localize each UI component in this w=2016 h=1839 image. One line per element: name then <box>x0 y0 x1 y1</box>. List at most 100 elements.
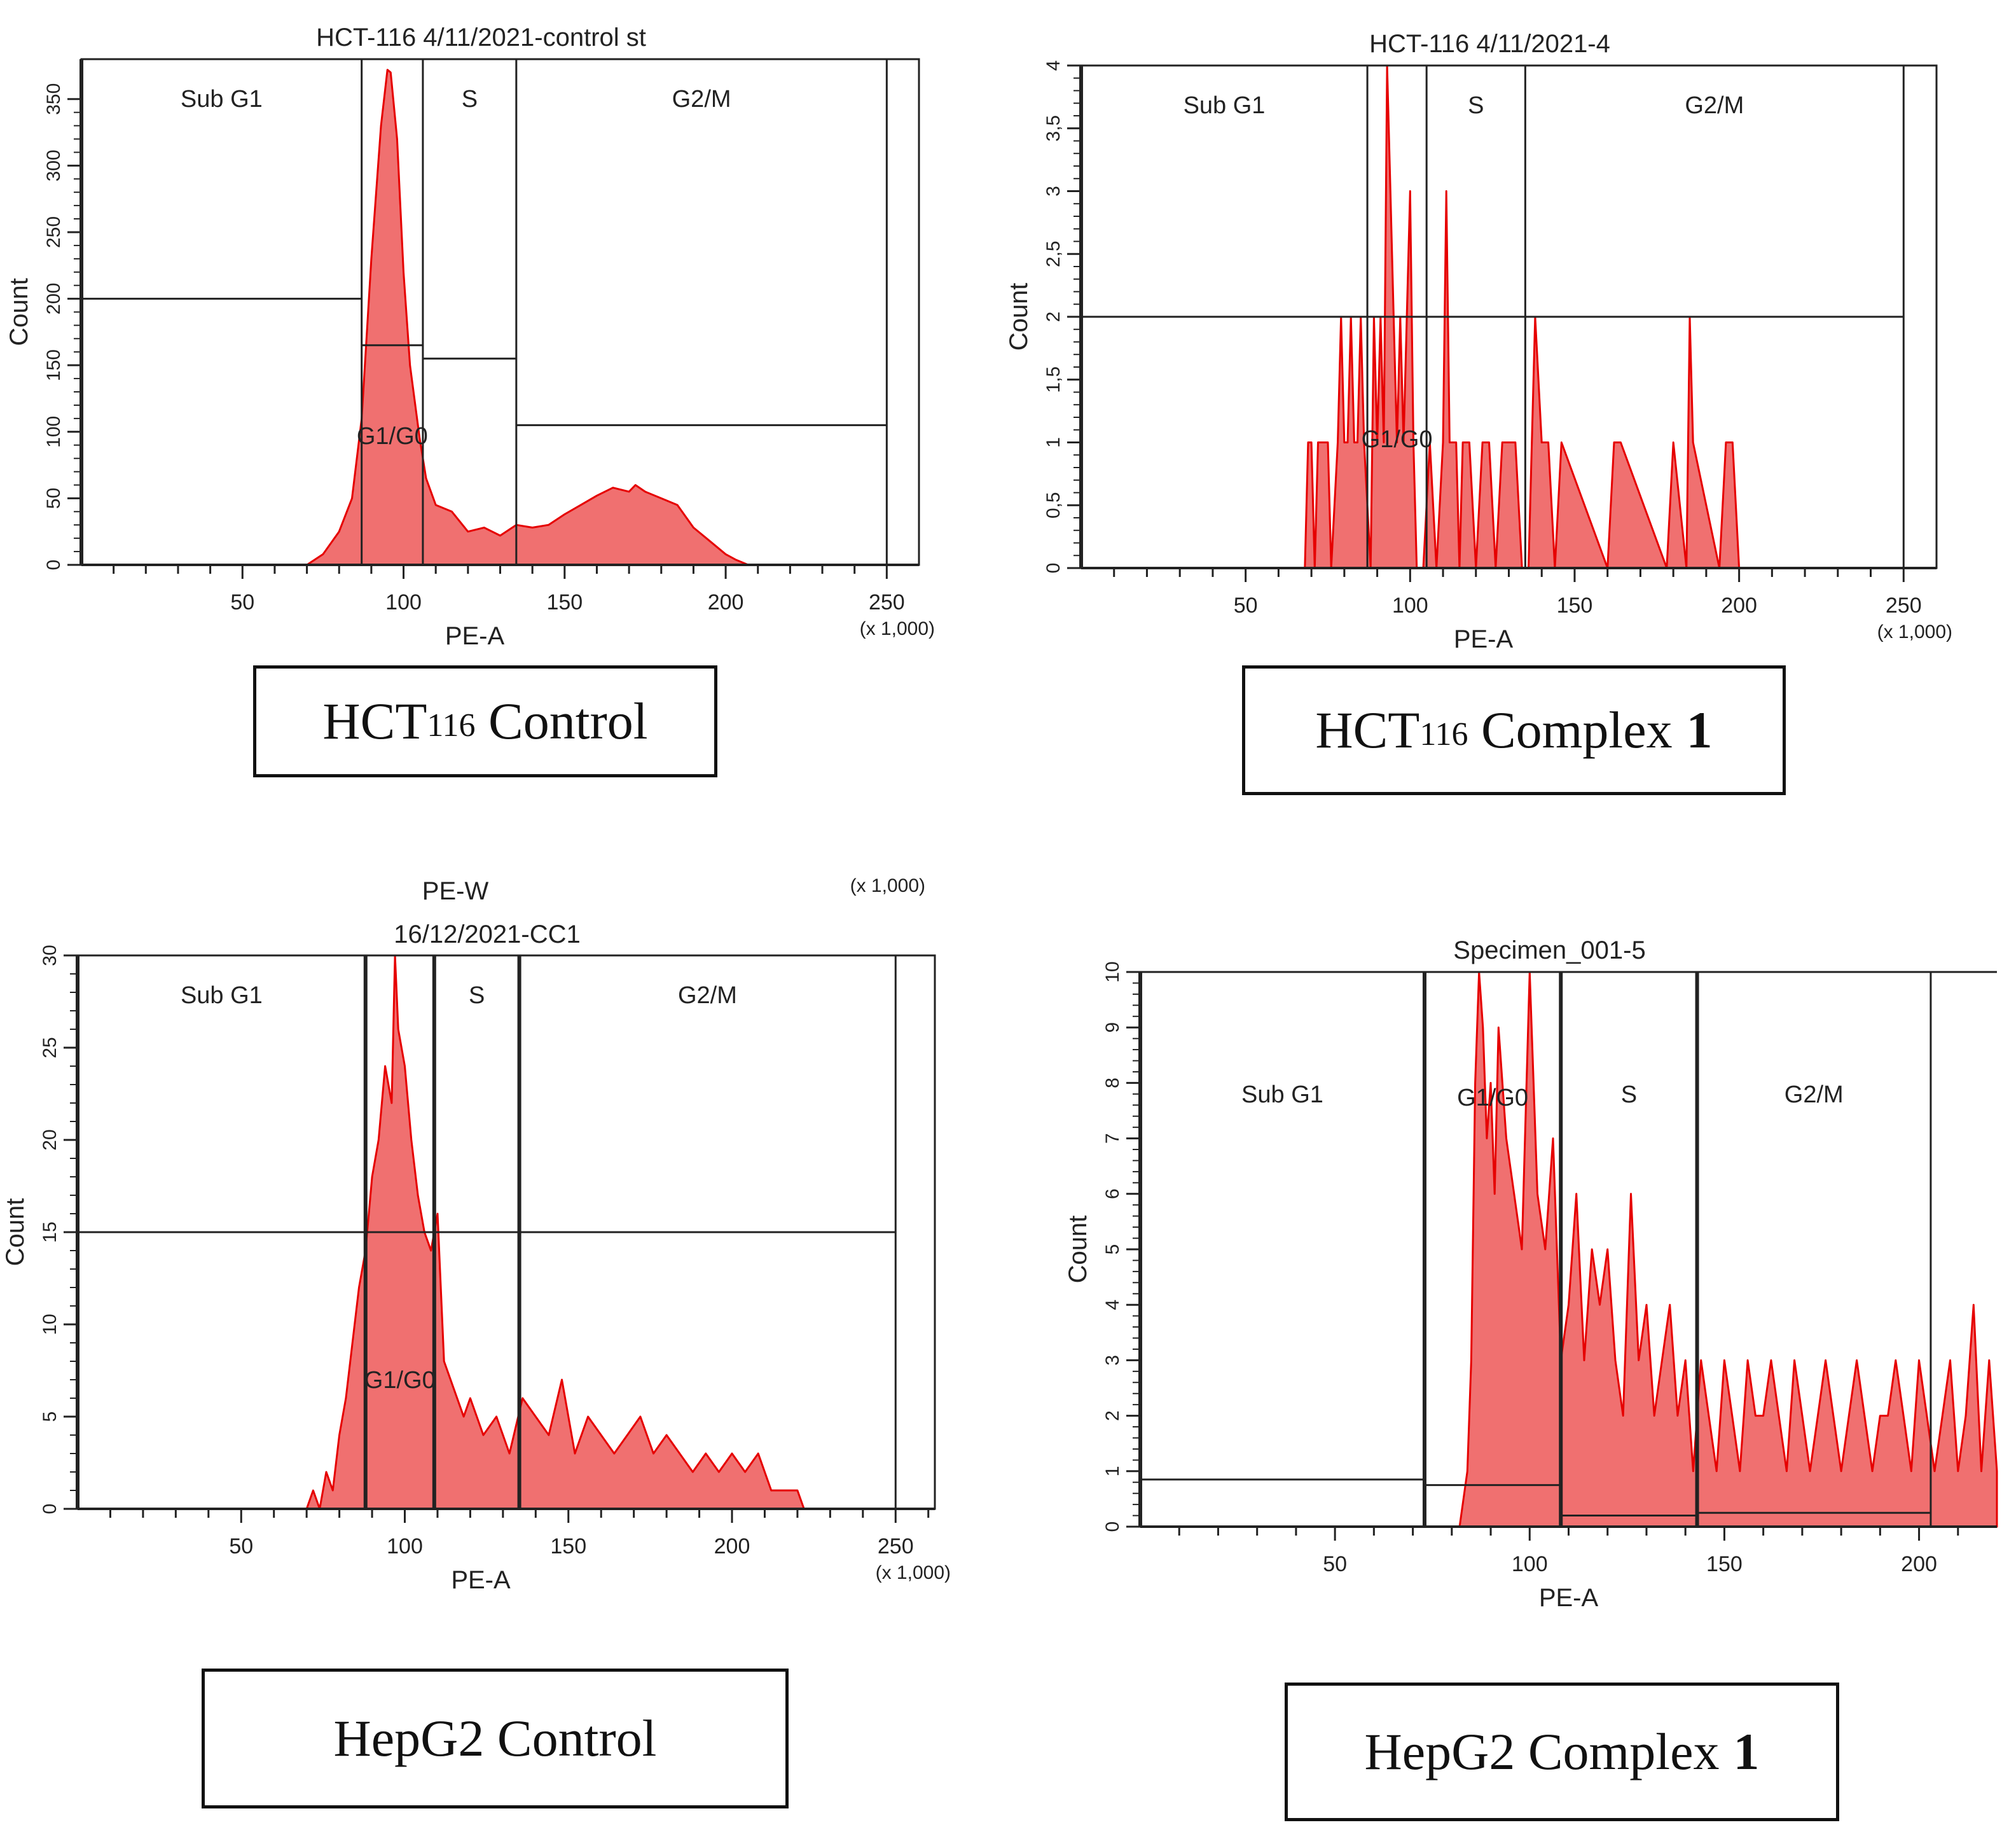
x-tick-label: 100 <box>387 1534 423 1558</box>
x-axis-label: PE-A <box>1539 1584 1599 1612</box>
y-tick-label: 1 <box>1102 1466 1123 1476</box>
x-tick-label: 100 <box>385 590 422 614</box>
y-tick-label: 100 <box>43 416 64 448</box>
gate-label: G2/M <box>672 86 731 113</box>
gate-label: Sub G1 <box>181 86 263 113</box>
chart-panel-4: Sub G1 G1/G0 S G2/M 50 100 150 200 0 1 2 3 4 5 6 7 8 9 10 P… <box>1064 936 1998 1612</box>
x-multiplier-label: (x 1,000) <box>876 1562 951 1583</box>
y-axis-label: Count <box>1005 283 1033 351</box>
caption-bold-number: 1 <box>1686 701 1713 759</box>
y-tick-label: 2,5 <box>1043 240 1064 267</box>
y-tick-label: 4 <box>1102 1300 1123 1310</box>
x-tick-label: 150 <box>550 1534 586 1558</box>
x-tick-label: 100 <box>1392 593 1428 618</box>
x-tick-label: 150 <box>1557 593 1593 618</box>
y-tick-label: 25 <box>39 1037 60 1058</box>
histogram-series <box>306 69 749 566</box>
y-tick-label: 300 <box>43 149 64 181</box>
histogram-series <box>1458 971 1998 1528</box>
gate-label: Sub G1 <box>1241 1081 1323 1108</box>
x-axis-label: PE-A <box>445 622 505 650</box>
y-tick-label: 0,5 <box>1043 492 1064 518</box>
x-tick-label: 250 <box>869 590 905 614</box>
x-tick-label: 100 <box>1512 1552 1548 1576</box>
y-tick-label: 3 <box>1043 186 1064 197</box>
gate-label: S <box>1468 92 1484 119</box>
gate-label: S <box>462 86 478 113</box>
y-tick-label: 15 <box>39 1221 60 1242</box>
y-tick-label: 1 <box>1043 437 1064 448</box>
caption-hct116-complex-1: HCT 116 Complex 1 <box>1242 665 1786 795</box>
y-tick-label: 10 <box>1102 961 1123 982</box>
gate-label: G2/M <box>1785 1081 1844 1108</box>
gate-label: Sub G1 <box>1184 92 1266 119</box>
gate-label: Sub G1 <box>181 982 263 1009</box>
y-tick-label: 3 <box>1102 1355 1123 1366</box>
chart-title: Specimen_001-5 <box>1453 936 1645 964</box>
x-tick-label: 50 <box>1323 1552 1347 1576</box>
y-axis-label: Count <box>1 1198 29 1266</box>
x-tick-label: 150 <box>546 590 583 614</box>
caption-main: HCT <box>1315 701 1420 759</box>
gate-label: G1/G0 <box>364 1367 436 1394</box>
y-tick-label: 1,5 <box>1043 366 1064 393</box>
caption-bold-number: 1 <box>1733 1723 1760 1780</box>
gate-label: G1/G0 <box>1362 426 1433 453</box>
y-tick-label: 8 <box>1102 1078 1123 1088</box>
x-tick-label: 250 <box>878 1534 914 1558</box>
y-tick-label: 0 <box>43 560 64 571</box>
y-tick-label: 2 <box>1043 312 1064 323</box>
chart-panel-1: Sub G1 G1/G0 S G2/M 50 100 150 200 250 0 50 100 150 2… <box>5 24 935 650</box>
caption-main: HCT <box>322 692 427 750</box>
plot-frame <box>80 58 920 566</box>
caption-rest: Complex <box>1481 701 1673 759</box>
y-tick-label: 0 <box>1102 1522 1123 1532</box>
x-tick-label: 200 <box>1721 593 1757 618</box>
y-axis-label: Count <box>5 278 33 346</box>
caption-rest: Control <box>488 692 648 750</box>
caption-hepg2-control: HepG2 Control <box>202 1669 789 1808</box>
header-axis-label: PE-W <box>422 877 489 905</box>
y-tick-label: 150 <box>43 349 64 381</box>
caption-main: HepG2 Control <box>333 1709 657 1767</box>
y-tick-label: 30 <box>39 945 60 966</box>
y-tick-label: 5 <box>1102 1244 1123 1255</box>
y-axis-label: Count <box>1064 1216 1092 1284</box>
chart-panel-2: Sub G1 G1/G0 S G2/M 50 100 150 200 250 0 0,5 1 1,5 2 2… <box>1005 30 1952 653</box>
y-tick-label: 250 <box>43 216 64 248</box>
x-tick-label: 200 <box>1901 1552 1937 1576</box>
caption-hepg2-complex-1: HepG2 Complex 1 <box>1285 1683 1839 1821</box>
chart-panel-3: Sub G1 G1/G0 S G2/M 50 100 150 200 250 0 5 10 15 20 25… <box>1 875 951 1594</box>
gate-label: G1/G0 <box>357 423 428 450</box>
x-axis-label: PE-A <box>451 1566 511 1594</box>
y-tick-label: 20 <box>39 1129 60 1150</box>
y-tick-label: 0 <box>39 1504 60 1515</box>
y-tick-label: 350 <box>43 83 64 115</box>
gate-label: G2/M <box>1685 92 1744 119</box>
y-tick-label: 3,5 <box>1043 115 1064 142</box>
chart-title: 16/12/2021-CC1 <box>394 920 581 948</box>
caption-hct116-control: HCT 116 Control <box>253 665 717 777</box>
y-tick-label: 7 <box>1102 1133 1123 1144</box>
gate-label: G2/M <box>678 982 737 1009</box>
x-tick-label: 50 <box>1234 593 1258 618</box>
y-tick-label: 10 <box>39 1314 60 1335</box>
y-tick-label: 0 <box>1043 563 1064 574</box>
x-tick-label: 150 <box>1706 1552 1743 1576</box>
x-multiplier-label: (x 1,000) <box>1877 621 1952 642</box>
gate-label: G1/G0 <box>1457 1085 1528 1111</box>
y-tick-label: 200 <box>43 283 64 315</box>
x-tick-label: 200 <box>708 590 744 614</box>
y-tick-label: 4 <box>1043 60 1064 71</box>
y-tick-label: 6 <box>1102 1188 1123 1199</box>
chart-title: HCT-116 4/11/2021-4 <box>1369 30 1610 58</box>
y-tick-label: 9 <box>1102 1022 1123 1033</box>
x-axis-label: PE-A <box>1454 625 1514 653</box>
caption-main: HepG2 Complex <box>1364 1723 1720 1780</box>
y-tick-label: 5 <box>39 1412 60 1422</box>
y-tick-label: 2 <box>1102 1410 1123 1421</box>
chart-title: HCT-116 4/11/2021-control st <box>316 24 646 52</box>
caption-subscript: 116 <box>1419 716 1468 753</box>
caption-subscript: 116 <box>427 707 476 744</box>
